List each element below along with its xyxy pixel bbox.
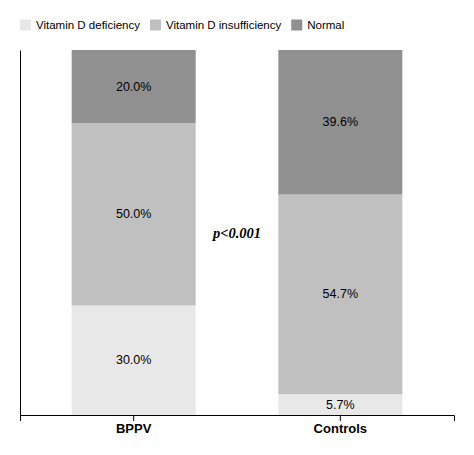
legend-item: Normal: [291, 19, 344, 31]
x-tick-mark: [340, 415, 341, 421]
legend-label: Vitamin D insufficiency: [166, 19, 282, 31]
x-tick-mark: [133, 415, 134, 421]
x-tick: BPPV: [116, 415, 152, 436]
data-label: 50.0%: [116, 207, 151, 221]
bars: [72, 50, 403, 415]
bar: [72, 123, 196, 306]
legend-label: Normal: [307, 19, 344, 31]
legend: Vitamin D deficiency Vitamin D insufficie…: [20, 19, 344, 31]
data-label: 54.7%: [323, 287, 358, 301]
bar: [72, 50, 196, 123]
annotation: p<0.001: [211, 225, 261, 241]
legend-label: Vitamin D deficiency: [36, 19, 140, 31]
legend-swatch: [291, 20, 302, 31]
legend-swatch: [20, 20, 31, 31]
data-label: 20.0%: [116, 80, 151, 94]
legend-item: Vitamin D insufficiency: [150, 19, 282, 31]
series: [72, 50, 403, 195]
data-label: 30.0%: [116, 353, 151, 367]
chart: BPPV Controls 30.0% 5.7% 50.0% 54.7% 20.0% 39.6…: [0, 0, 474, 455]
y-axis: [20, 51, 21, 416]
bar: [72, 306, 196, 416]
data-labels: 30.0% 5.7% 50.0% 54.7% 20.0% 39.6%: [116, 80, 358, 412]
data-label: 39.6%: [323, 115, 358, 129]
data-label: 5.7%: [326, 398, 355, 412]
bar: [278, 195, 402, 395]
x-tick: Controls: [314, 415, 367, 436]
plot: BPPV Controls 30.0% 5.7% 50.0% 54.7% 20.0% 39.6…: [21, 50, 455, 436]
x-axis: BPPV Controls: [21, 415, 455, 436]
bar: [278, 394, 402, 415]
x-tick-label: Controls: [314, 421, 367, 436]
legend-swatch: [150, 20, 161, 31]
x-tick-label: BPPV: [116, 421, 152, 436]
y-axis-line: [20, 51, 21, 416]
legend-item: Vitamin D deficiency: [20, 19, 140, 31]
x-axis-line: [21, 416, 455, 422]
bar: [278, 50, 402, 195]
